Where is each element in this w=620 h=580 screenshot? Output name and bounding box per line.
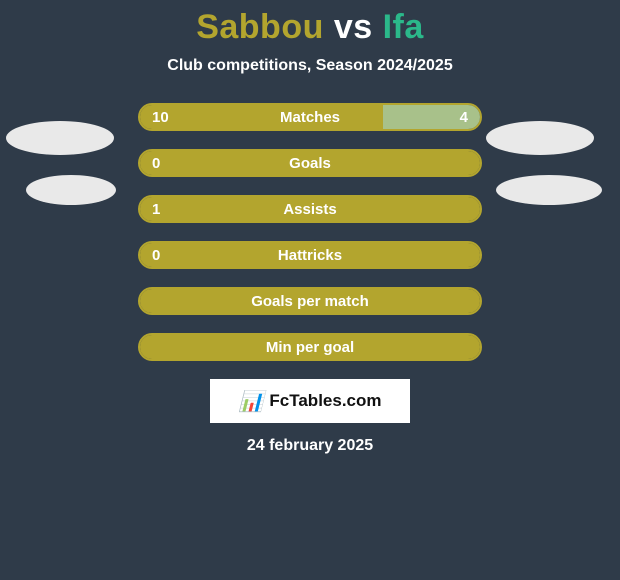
stat-bar-goals: Goals0 bbox=[138, 149, 482, 177]
player-ellipse-2 bbox=[486, 121, 594, 155]
bar-value-left: 0 bbox=[140, 247, 160, 264]
stat-bar-min-per-goal: Min per goal bbox=[138, 333, 482, 361]
bar-label: Assists bbox=[140, 201, 480, 218]
player-ellipse-1 bbox=[26, 175, 116, 205]
bars-container: Matches104Goals0Assists1Hattricks0Goals … bbox=[138, 103, 482, 379]
bar-value-left: 1 bbox=[140, 201, 160, 218]
logo-box: 📊 FcTables.com bbox=[210, 379, 410, 423]
bar-value-right: 4 bbox=[460, 109, 480, 126]
logo-text: FcTables.com bbox=[269, 391, 381, 411]
vs-text: vs bbox=[334, 8, 373, 46]
subtitle: Club competitions, Season 2024/2025 bbox=[0, 57, 620, 75]
comparison-chart: Matches104Goals0Assists1Hattricks0Goals … bbox=[0, 103, 620, 367]
player-ellipse-3 bbox=[496, 175, 602, 205]
logo-icon: 📊 bbox=[238, 389, 263, 414]
player1-name: Sabbou bbox=[196, 8, 324, 46]
date-text: 24 february 2025 bbox=[0, 437, 620, 455]
player2-name: Ifa bbox=[383, 8, 424, 46]
stat-bar-goals-per-match: Goals per match bbox=[138, 287, 482, 315]
bar-value-left: 10 bbox=[140, 109, 169, 126]
comparison-title: Sabbou vs Ifa bbox=[0, 0, 620, 47]
stat-bar-hattricks: Hattricks0 bbox=[138, 241, 482, 269]
bar-label: Hattricks bbox=[140, 247, 480, 264]
bar-label: Min per goal bbox=[140, 339, 480, 356]
stat-bar-matches: Matches10 4 bbox=[138, 103, 482, 131]
player-ellipse-0 bbox=[6, 121, 114, 155]
bar-label: Goals per match bbox=[140, 293, 480, 310]
bar-label: Matches bbox=[140, 109, 480, 126]
bar-value-left: 0 bbox=[140, 155, 160, 172]
bar-label: Goals bbox=[140, 155, 480, 172]
stat-bar-assists: Assists1 bbox=[138, 195, 482, 223]
